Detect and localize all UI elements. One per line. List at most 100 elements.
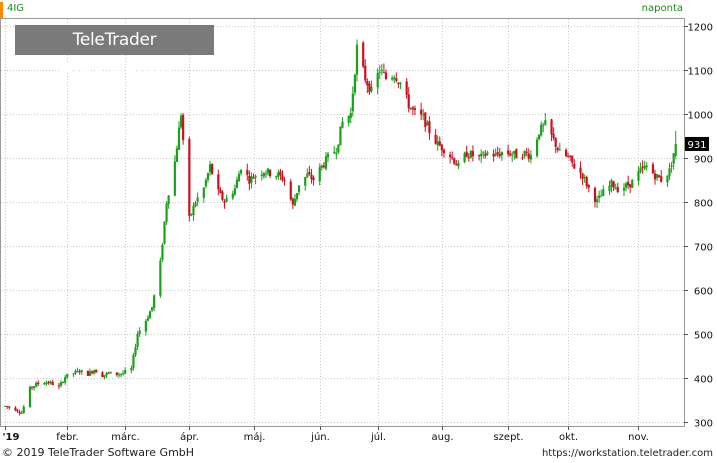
candle-body: [150, 307, 154, 311]
candle-body: [146, 317, 150, 321]
grid-lines: [1, 19, 684, 426]
candle-body: [177, 127, 181, 150]
y-tick-label: 300: [694, 419, 713, 430]
candle-body: [37, 382, 40, 385]
x-tick-label: okt.: [559, 432, 578, 443]
candle-body: [569, 155, 572, 157]
y-axis: 300 400 500 600 700 800 900 1000 1100 1200: [684, 23, 713, 430]
y-tick-label: 1200: [688, 23, 713, 34]
candle-body: [208, 164, 212, 173]
watermark-product: WorkStation: [56, 60, 173, 80]
candle-body: [449, 154, 452, 158]
candle-body: [614, 188, 617, 190]
candle-body: [159, 260, 162, 296]
candle-body: [467, 157, 470, 159]
candle-body: [144, 321, 147, 332]
candle-body: [233, 188, 236, 195]
interval-label[interactable]: naponta: [641, 3, 683, 14]
candle-body: [310, 174, 313, 180]
candle-body: [631, 179, 634, 188]
candle-body: [457, 162, 460, 167]
candle-body: [382, 71, 385, 73]
candle-body: [542, 124, 545, 126]
candle-body: [264, 173, 268, 175]
candle-body: [163, 221, 166, 244]
candle-body: [480, 153, 483, 157]
candle-body: [119, 373, 123, 375]
candle-body: [571, 155, 574, 163]
candle-body: [277, 172, 280, 177]
candle-body: [420, 109, 423, 115]
candle-body: [645, 165, 648, 168]
candle-body: [627, 181, 630, 186]
candle-body: [72, 373, 75, 375]
candle-body: [513, 150, 516, 154]
candle-body: [217, 174, 220, 190]
candle-body: [670, 165, 673, 167]
candle-body: [204, 180, 207, 187]
candle-body: [393, 77, 396, 80]
candle-body: [6, 406, 9, 408]
y-tick-label: 1100: [688, 67, 713, 78]
candle-body: [440, 144, 443, 151]
candle-body: [219, 189, 222, 193]
candle-body: [22, 406, 25, 414]
symbol-label[interactable]: 4IG: [7, 3, 25, 14]
last-price-box: [685, 136, 709, 151]
footer-url-link[interactable]: https://workstation.teletrader.com: [541, 448, 713, 459]
candle-body: [641, 166, 644, 168]
candle-body: [674, 143, 677, 156]
candle-body: [173, 161, 176, 196]
candle-body: [407, 94, 410, 109]
candle-body: [511, 154, 514, 156]
candle-body: [130, 367, 133, 371]
candle-body: [426, 122, 429, 126]
candle-body: [295, 193, 299, 200]
candle-body: [438, 141, 441, 146]
candle-body: [33, 386, 36, 388]
candle-body: [521, 157, 524, 159]
candle-body: [492, 153, 495, 157]
candle-body: [610, 180, 613, 187]
y-tick-label: 500: [694, 331, 713, 342]
candle-body: [655, 174, 659, 178]
candle-body: [153, 295, 156, 308]
y-tick-label: 900: [694, 155, 713, 166]
candles: [4, 39, 677, 416]
candle-body: [223, 201, 226, 203]
candle-body: [506, 150, 510, 154]
candle-body: [552, 133, 555, 138]
x-tick-label: szept.: [493, 432, 523, 443]
candle-body: [556, 147, 559, 151]
candle-body: [235, 179, 239, 188]
candle-body: [434, 134, 437, 144]
x-axis: '19 febr. márc. ápr. máj. jún. júl. aug. szept. o…: [3, 426, 649, 443]
candle-body: [105, 372, 108, 376]
candle-body: [95, 369, 98, 373]
candle-body: [124, 370, 127, 374]
y-tick-label: 800: [694, 199, 713, 210]
candle-body: [279, 171, 282, 176]
y-tick-label: 600: [694, 287, 713, 298]
candle-body: [49, 381, 52, 384]
candle-body: [554, 137, 557, 147]
x-tick-label: júl.: [370, 431, 386, 443]
candle-body: [639, 167, 642, 172]
candle-body: [529, 155, 532, 160]
candle-body: [486, 152, 489, 155]
candle-body: [566, 156, 570, 158]
candle-body: [103, 375, 106, 378]
candle-body: [498, 154, 501, 157]
candle-body: [30, 386, 34, 388]
x-tick-label: jún.: [310, 431, 330, 443]
candle-body: [616, 186, 619, 193]
candle-body: [266, 168, 270, 174]
candle-body: [384, 72, 388, 80]
candle-body: [391, 77, 394, 80]
candle-body: [262, 172, 265, 177]
candle-body: [16, 410, 19, 412]
candle-body: [595, 199, 599, 203]
candle-body: [658, 175, 661, 178]
candle-body: [500, 152, 503, 156]
